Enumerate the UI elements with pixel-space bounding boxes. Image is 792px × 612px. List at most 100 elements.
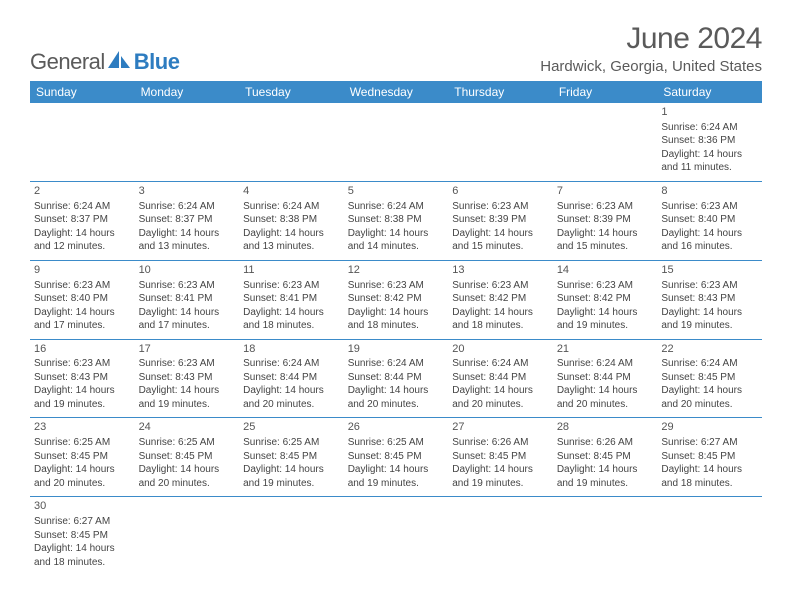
sunrise-text: Sunrise: 6:23 AM — [661, 200, 758, 214]
day-number: 29 — [661, 420, 758, 435]
calendar-cell: 13Sunrise: 6:23 AMSunset: 8:42 PMDayligh… — [448, 260, 553, 339]
sunrise-text: Sunrise: 6:24 AM — [661, 357, 758, 371]
day-header: Tuesday — [239, 81, 344, 103]
calendar-head: SundayMondayTuesdayWednesdayThursdayFrid… — [30, 81, 762, 103]
daylight-text-1: Daylight: 14 hours — [661, 463, 758, 477]
calendar-cell: 17Sunrise: 6:23 AMSunset: 8:43 PMDayligh… — [135, 339, 240, 418]
day-number: 8 — [661, 184, 758, 199]
daylight-text-1: Daylight: 14 hours — [34, 542, 131, 556]
daylight-text-1: Daylight: 14 hours — [348, 227, 445, 241]
day-number: 5 — [348, 184, 445, 199]
title-block: June 2024 Hardwick, Georgia, United Stat… — [540, 22, 762, 75]
daylight-text-2: and 18 minutes. — [452, 319, 549, 333]
calendar-cell: 3Sunrise: 6:24 AMSunset: 8:37 PMDaylight… — [135, 181, 240, 260]
calendar-cell: 27Sunrise: 6:26 AMSunset: 8:45 PMDayligh… — [448, 418, 553, 497]
sunrise-text: Sunrise: 6:27 AM — [661, 436, 758, 450]
logo-text-blue: Blue — [134, 49, 180, 75]
sunset-text: Sunset: 8:37 PM — [34, 213, 131, 227]
day-number: 6 — [452, 184, 549, 199]
sunrise-text: Sunrise: 6:23 AM — [34, 279, 131, 293]
daylight-text-2: and 18 minutes. — [661, 477, 758, 491]
calendar-cell — [135, 497, 240, 575]
day-header: Monday — [135, 81, 240, 103]
sunset-text: Sunset: 8:44 PM — [243, 371, 340, 385]
sunrise-text: Sunrise: 6:24 AM — [34, 200, 131, 214]
sunset-text: Sunset: 8:39 PM — [452, 213, 549, 227]
sunrise-text: Sunrise: 6:23 AM — [139, 279, 236, 293]
day-header: Saturday — [657, 81, 762, 103]
logo-sail-icon — [108, 49, 132, 75]
sunset-text: Sunset: 8:41 PM — [243, 292, 340, 306]
calendar-cell — [344, 497, 449, 575]
sunrise-text: Sunrise: 6:24 AM — [452, 357, 549, 371]
calendar-cell: 6Sunrise: 6:23 AMSunset: 8:39 PMDaylight… — [448, 181, 553, 260]
sunrise-text: Sunrise: 6:26 AM — [452, 436, 549, 450]
calendar-cell: 25Sunrise: 6:25 AMSunset: 8:45 PMDayligh… — [239, 418, 344, 497]
sunrise-text: Sunrise: 6:27 AM — [34, 515, 131, 529]
daylight-text-1: Daylight: 14 hours — [243, 306, 340, 320]
day-number: 10 — [139, 263, 236, 278]
sunrise-text: Sunrise: 6:25 AM — [34, 436, 131, 450]
daylight-text-1: Daylight: 14 hours — [348, 384, 445, 398]
day-number: 18 — [243, 342, 340, 357]
calendar-cell: 22Sunrise: 6:24 AMSunset: 8:45 PMDayligh… — [657, 339, 762, 418]
daylight-text-1: Daylight: 14 hours — [34, 384, 131, 398]
daylight-text-1: Daylight: 14 hours — [243, 227, 340, 241]
daylight-text-2: and 19 minutes. — [34, 398, 131, 412]
calendar-cell: 8Sunrise: 6:23 AMSunset: 8:40 PMDaylight… — [657, 181, 762, 260]
sunset-text: Sunset: 8:42 PM — [452, 292, 549, 306]
sunset-text: Sunset: 8:45 PM — [243, 450, 340, 464]
calendar-cell — [239, 497, 344, 575]
calendar-cell: 9Sunrise: 6:23 AMSunset: 8:40 PMDaylight… — [30, 260, 135, 339]
calendar-cell — [344, 103, 449, 181]
daylight-text-2: and 19 minutes. — [243, 477, 340, 491]
day-number: 1 — [661, 105, 758, 120]
daylight-text-2: and 11 minutes. — [661, 161, 758, 175]
calendar-table: SundayMondayTuesdayWednesdayThursdayFrid… — [30, 81, 762, 575]
daylight-text-2: and 16 minutes. — [661, 240, 758, 254]
daylight-text-1: Daylight: 14 hours — [452, 384, 549, 398]
daylight-text-2: and 19 minutes. — [661, 319, 758, 333]
sunset-text: Sunset: 8:43 PM — [139, 371, 236, 385]
calendar-cell — [448, 103, 553, 181]
sunset-text: Sunset: 8:37 PM — [139, 213, 236, 227]
day-number: 20 — [452, 342, 549, 357]
daylight-text-2: and 14 minutes. — [348, 240, 445, 254]
daylight-text-1: Daylight: 14 hours — [348, 463, 445, 477]
daylight-text-1: Daylight: 14 hours — [452, 306, 549, 320]
calendar-cell: 18Sunrise: 6:24 AMSunset: 8:44 PMDayligh… — [239, 339, 344, 418]
day-number: 17 — [139, 342, 236, 357]
sunset-text: Sunset: 8:41 PM — [139, 292, 236, 306]
daylight-text-2: and 19 minutes. — [557, 319, 654, 333]
day-number: 15 — [661, 263, 758, 278]
day-number: 4 — [243, 184, 340, 199]
day-number: 23 — [34, 420, 131, 435]
daylight-text-1: Daylight: 14 hours — [452, 227, 549, 241]
sunrise-text: Sunrise: 6:23 AM — [348, 279, 445, 293]
day-number: 3 — [139, 184, 236, 199]
calendar-cell — [553, 103, 658, 181]
sunset-text: Sunset: 8:42 PM — [557, 292, 654, 306]
day-number: 11 — [243, 263, 340, 278]
daylight-text-2: and 19 minutes. — [348, 477, 445, 491]
sunset-text: Sunset: 8:40 PM — [661, 213, 758, 227]
sunset-text: Sunset: 8:45 PM — [661, 450, 758, 464]
daylight-text-1: Daylight: 14 hours — [557, 227, 654, 241]
calendar-cell — [657, 497, 762, 575]
sunrise-text: Sunrise: 6:23 AM — [557, 200, 654, 214]
daylight-text-2: and 18 minutes. — [34, 556, 131, 570]
sunrise-text: Sunrise: 6:24 AM — [661, 121, 758, 135]
sunset-text: Sunset: 8:45 PM — [34, 529, 131, 543]
daylight-text-1: Daylight: 14 hours — [557, 463, 654, 477]
calendar-cell: 4Sunrise: 6:24 AMSunset: 8:38 PMDaylight… — [239, 181, 344, 260]
sunrise-text: Sunrise: 6:24 AM — [557, 357, 654, 371]
daylight-text-2: and 12 minutes. — [34, 240, 131, 254]
calendar-page: General Blue June 2024 Hardwick, Georgia… — [0, 0, 792, 575]
calendar-cell — [135, 103, 240, 181]
daylight-text-1: Daylight: 14 hours — [139, 227, 236, 241]
day-header: Friday — [553, 81, 658, 103]
day-number: 27 — [452, 420, 549, 435]
calendar-cell: 10Sunrise: 6:23 AMSunset: 8:41 PMDayligh… — [135, 260, 240, 339]
daylight-text-2: and 15 minutes. — [557, 240, 654, 254]
calendar-cell — [30, 103, 135, 181]
